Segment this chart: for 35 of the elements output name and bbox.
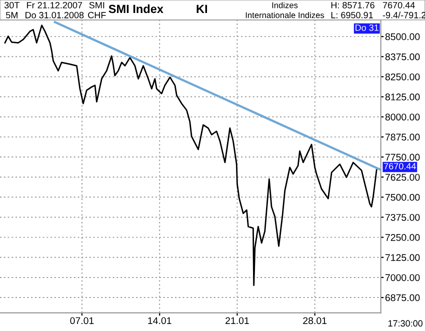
text: L: 6950.91: [331, 12, 373, 18]
y-tick-label: 7750.00: [385, 154, 420, 161]
annotation: Do 31: [356, 24, 378, 31]
y-tick-label: 8125.00: [385, 94, 420, 100]
y-tick-label: 6875.00: [385, 294, 420, 302]
y-tick-label: 7000.00: [385, 274, 420, 282]
x-tick-label: 21.01: [226, 317, 249, 324]
text: 5M: [6, 12, 18, 18]
text: 17:30:00: [388, 320, 423, 327]
y-tick-label: 7250.00: [385, 234, 420, 241]
x-tick-label: 07.01: [70, 317, 94, 324]
text: CHF: [88, 12, 106, 18]
annotation: 7670.44: [384, 163, 416, 170]
y-tick-label: 7125.00: [385, 254, 420, 262]
text: Do 31.01.2008: [26, 12, 84, 18]
y-tick-label: 8250.00: [385, 73, 420, 80]
y-tick-label: 7500.00: [385, 194, 420, 201]
y-tick-label: 7375.00: [385, 214, 420, 221]
text: H: 8571.76: [331, 2, 374, 8]
x-tick-label: 14.01: [148, 317, 172, 324]
y-tick-label: 8375.00: [385, 53, 420, 60]
text: 7670.44: [382, 2, 415, 8]
y-tick-label: 7875.00: [385, 134, 420, 141]
text: Fr 21.12.2007: [27, 2, 82, 8]
x-tick-label: 28.01: [303, 317, 327, 324]
line-series: [4, 24, 378, 286]
y-tick-label: 8500.00: [385, 33, 420, 40]
chart-title: SMI Index: [108, 4, 164, 14]
text: KI: [196, 4, 207, 13]
text: SMI: [89, 2, 104, 8]
y-tick-label: 7625.00: [385, 174, 420, 181]
text: 30T: [4, 2, 20, 8]
y-tick-label: 8000.00: [385, 114, 420, 120]
text: Internationale Indizes: [246, 12, 324, 18]
text: Indizes: [272, 2, 298, 8]
